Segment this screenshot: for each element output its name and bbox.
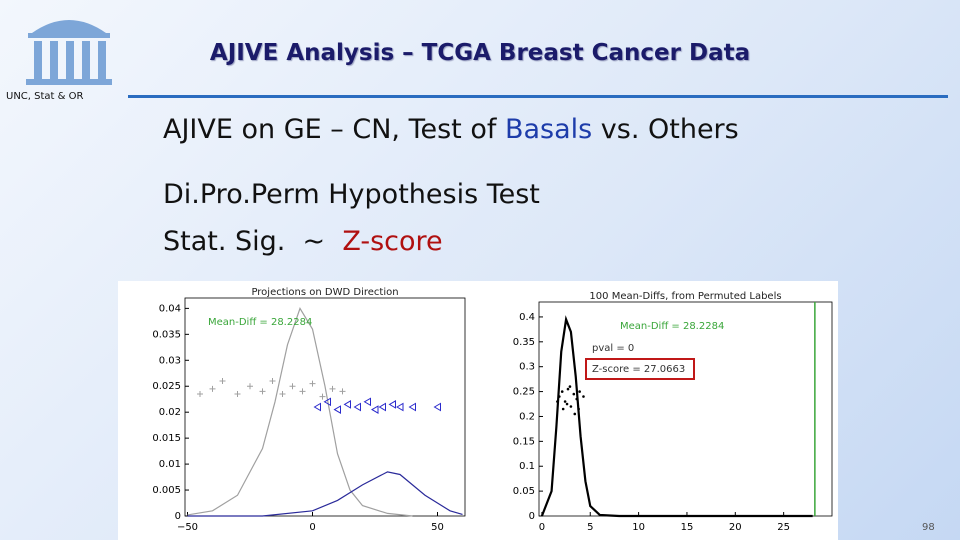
point [269,378,276,385]
plot-title: 100 Mean-Diffs, from Permuted Labels [589,291,781,302]
y-tick-label: 0.05 [513,486,535,497]
point [219,378,226,385]
point [566,387,570,391]
x-tick-label: 20 [729,522,742,533]
point [572,392,576,396]
slide-title: AJIVE Analysis – TCGA Breast Cancer Data [209,40,751,66]
x-tick-label: 0 [309,522,315,533]
x-tick-label: 15 [681,522,694,533]
figure-background [118,281,838,540]
text: vs. Others [592,114,739,145]
point [353,402,361,412]
density-curve [540,315,813,518]
annotation: Z-score = 27.0663 [592,364,685,375]
point [575,397,579,401]
point [582,395,585,398]
annotation: pval = 0 [592,343,634,354]
point [333,405,341,414]
y-tick-label: 0.04 [159,303,181,314]
highlight: Z-score [342,226,443,257]
point [313,402,321,412]
y-tick-label: 0 [529,511,535,522]
point [568,385,572,388]
point [319,393,326,400]
point [408,402,416,412]
y-tick-label: 0.035 [152,329,181,340]
annotation: Mean-Diff = 28.2284 [208,317,312,328]
page-number: 98 [922,522,935,533]
x-tick-label: 25 [777,522,790,533]
point [378,402,386,412]
affiliation: UNC, Stat & OR [6,91,84,102]
body-line: AJIVE on GE – CN, Test of Basals vs. Oth… [163,114,739,145]
y-tick-label: 0.015 [152,433,181,444]
point [209,385,216,392]
point [569,405,573,408]
x-tick-label: 5 [587,522,593,533]
density-curve [187,471,463,517]
point [578,390,581,393]
point [259,388,266,395]
point [558,395,561,398]
y-tick-label: 0.3 [519,362,535,373]
title-rule [128,95,948,98]
point [234,391,241,398]
y-tick-label: 0.02 [159,407,181,418]
point [388,400,396,409]
point [560,390,564,393]
point [197,391,203,398]
plot-frame [184,297,466,517]
plot-title: Projections on DWD Direction [251,287,398,298]
y-tick-label: 0.15 [513,436,535,447]
y-tick-label: 0.25 [513,387,535,398]
point [299,388,306,395]
point [323,397,331,407]
text: AJIVE on GE – CN, Test of [163,114,505,145]
point [247,383,253,390]
body-line: Stat. Sig. ~ Z-score [163,226,443,257]
y-tick-label: 0.4 [519,312,535,323]
highlight-box [585,358,695,380]
point [573,412,577,416]
point [396,402,404,412]
point [563,400,567,403]
y-tick-label: 0 [175,511,181,522]
annotation: Mean-Diff = 28.2284 [620,321,724,332]
y-tick-label: 0.35 [513,337,535,348]
point [371,405,379,414]
point [577,407,580,411]
y-tick-label: 0.2 [519,411,535,422]
x-tick-label: −50 [177,522,198,533]
y-tick-label: 0.005 [152,485,181,496]
y-tick-label: 0.01 [159,459,181,470]
point [343,400,351,409]
y-tick-label: 0.1 [519,461,535,472]
point [289,383,296,390]
body-line: Di.Pro.Perm Hypothesis Test [163,179,540,210]
point [309,380,316,387]
point [565,402,569,406]
y-tick-label: 0.025 [152,381,181,392]
y-tick-label: 0.03 [159,355,181,366]
x-tick-label: 10 [632,522,645,533]
logo [26,20,112,85]
point [339,388,346,395]
point [363,397,371,407]
x-tick-label: 50 [431,522,444,533]
point [556,400,559,403]
point [329,385,336,392]
highlight: Basals [504,114,593,145]
point [433,402,441,412]
density-curve [187,306,413,517]
x-tick-label: 0 [539,522,545,533]
text: Stat. Sig. ~ [163,226,343,257]
point [561,407,565,411]
point [279,391,286,398]
